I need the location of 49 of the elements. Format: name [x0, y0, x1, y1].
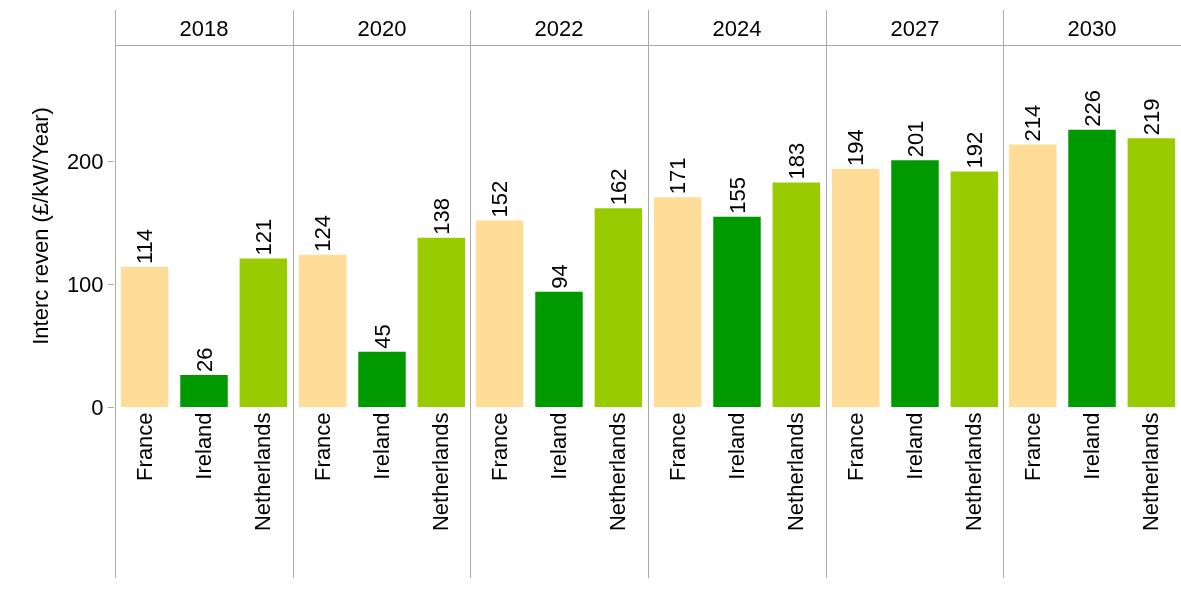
chart-title: 2030 [1067, 15, 1117, 41]
data-label: 194 [842, 129, 868, 166]
data-label: 94 [546, 264, 572, 289]
chart-title: 2018 [179, 15, 229, 41]
x-tick-label: France [1020, 412, 1046, 481]
y-tick-label: 0 [91, 394, 104, 420]
data-label: 121 [250, 218, 276, 256]
data-label: 45 [369, 324, 395, 349]
data-label: 26 [191, 347, 217, 373]
x-tick-label: Netherlands [961, 412, 987, 532]
data-label: 214 [1020, 104, 1046, 142]
x-tick-label: Ireland [368, 412, 394, 480]
x-tick-label: France [487, 412, 513, 481]
x-tick-label: France [842, 412, 868, 481]
bar [120, 267, 169, 407]
data-label: 183 [783, 142, 809, 180]
x-tick-label: Netherlands [428, 412, 454, 532]
bar [180, 375, 228, 407]
x-tick-label: France [131, 412, 157, 481]
x-tick-label: Ireland [724, 412, 750, 480]
chart-title: 2022 [534, 15, 584, 41]
data-label: 152 [487, 180, 513, 218]
data-label: 219 [1139, 98, 1165, 136]
data-label: 124 [309, 215, 335, 252]
y-tick-label: 100 [66, 271, 104, 297]
y-tick-label: 200 [66, 149, 104, 175]
y-axis-title: Interc reven (£/kW/Year) [27, 107, 53, 345]
x-tick-label: Ireland [901, 412, 927, 480]
x-tick-label: Ireland [191, 412, 217, 480]
x-tick-label: Ireland [1079, 412, 1105, 480]
chart-title: 2027 [890, 15, 940, 41]
data-label: 155 [724, 177, 750, 214]
chart-title: 2020 [357, 15, 407, 41]
data-label: 138 [428, 197, 454, 235]
x-tick-label: Netherlands [250, 412, 276, 532]
x-tick-label: Netherlands [1138, 412, 1164, 532]
x-tick-label: Netherlands [783, 412, 809, 532]
data-label: 201 [902, 120, 928, 158]
data-label: 192 [961, 131, 987, 169]
x-tick-label: France [664, 412, 690, 481]
x-tick-label: Netherlands [605, 412, 631, 532]
x-tick-label: Ireland [546, 412, 572, 480]
data-label: 162 [606, 168, 632, 206]
data-label: 171 [665, 157, 691, 195]
data-label: 226 [1079, 89, 1105, 127]
bar [239, 258, 288, 407]
chart-title: 2024 [712, 15, 762, 41]
data-label: 114 [132, 229, 158, 265]
x-tick-label: France [309, 412, 335, 481]
